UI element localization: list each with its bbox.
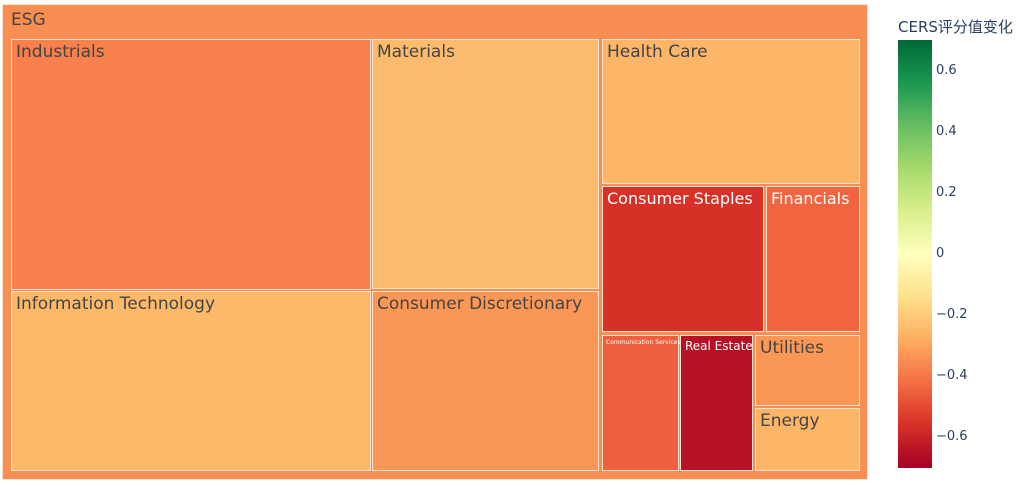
colorbar-tick-label: 0.2 xyxy=(936,184,957,200)
colorbar-tick-label: 0.4 xyxy=(936,123,957,139)
tile-label: Information Technology xyxy=(16,294,216,314)
treemap-tile-information-technology[interactable]: Information Technology xyxy=(11,291,371,471)
tile-label: Communication Services xyxy=(606,339,681,346)
root-label: ESG xyxy=(11,10,46,30)
treemap-tile-consumer-discretionary[interactable]: Consumer Discretionary xyxy=(372,291,599,471)
treemap-tile-consumer-staples[interactable]: Consumer Staples xyxy=(602,186,764,332)
tile-label: Industrials xyxy=(16,42,105,62)
colorbar-tick-label: −0.2 xyxy=(936,307,968,323)
treemap-tile-real-estate[interactable]: Real Estate xyxy=(680,335,753,471)
treemap-tile-health-care[interactable]: Health Care xyxy=(602,39,860,184)
treemap-tile-energy[interactable]: Energy xyxy=(755,408,860,471)
tile-label: Consumer Discretionary xyxy=(377,294,583,314)
tile-label: Utilities xyxy=(760,338,824,358)
colorbar-tick-label: 0.6 xyxy=(936,62,957,78)
treemap-tile-materials[interactable]: Materials xyxy=(372,39,599,289)
colorbar-tick-label: −0.4 xyxy=(936,368,968,384)
treemap-tile-utilities[interactable]: Utilities xyxy=(755,335,860,406)
tile-label: Energy xyxy=(760,411,820,431)
tile-label: Materials xyxy=(377,42,455,62)
colorbar-tick-label: −0.6 xyxy=(936,429,968,445)
colorbar-title: CERS评分值变化 xyxy=(898,18,1013,36)
treemap-tile-industrials[interactable]: Industrials xyxy=(11,39,371,290)
treemap-tile-financials[interactable]: Financials xyxy=(766,186,860,332)
colorbar-tick-label: 0 xyxy=(936,246,945,261)
tile-label: Real Estate xyxy=(685,339,753,353)
tile-label: Financials xyxy=(771,189,850,208)
treemap-tile-communication-services[interactable]: Communication Services xyxy=(602,335,681,471)
tile-label: Consumer Staples xyxy=(607,189,753,208)
colorbar xyxy=(898,40,932,468)
tile-label: Health Care xyxy=(607,42,708,62)
